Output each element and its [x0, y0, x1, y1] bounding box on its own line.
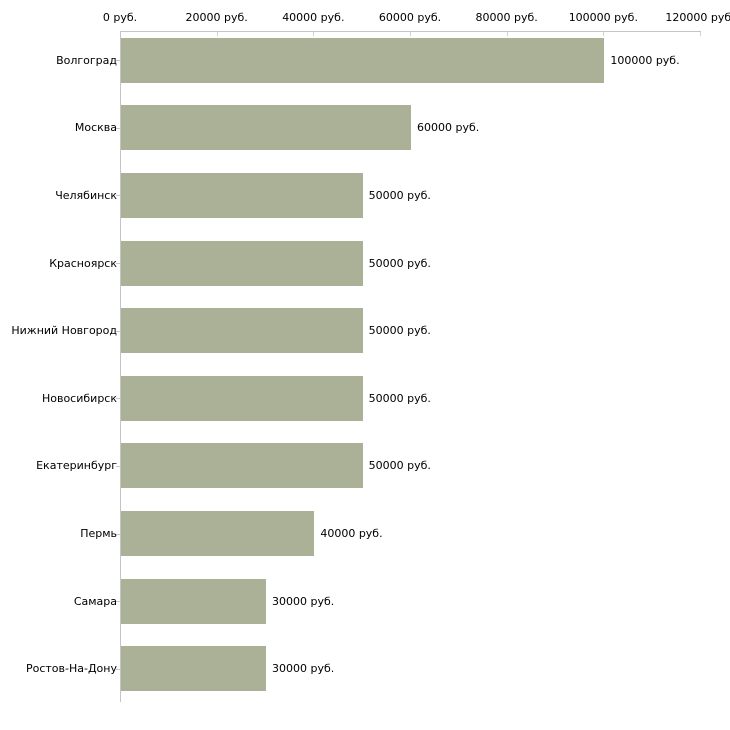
- bar: [121, 511, 315, 557]
- bar: [121, 443, 363, 489]
- value-label: 50000 руб.: [368, 256, 431, 270]
- x-tick-label: 40000 руб.: [282, 11, 345, 24]
- category-label: Москва: [74, 121, 117, 135]
- x-tick-mark: [216, 31, 218, 36]
- category-label: Челябинск: [55, 188, 117, 202]
- x-tick-mark: [603, 31, 605, 36]
- x-tick-label: 20000 руб.: [185, 11, 248, 24]
- bar: [121, 37, 605, 83]
- category-tick-mark: [116, 601, 120, 603]
- category-tick-mark: [116, 263, 120, 265]
- bar: [121, 105, 411, 151]
- category-label: Нижний Новгород: [11, 324, 117, 338]
- category-label: Волгоград: [56, 53, 117, 67]
- category-tick-mark: [116, 398, 120, 400]
- value-label: 50000 руб.: [368, 459, 431, 473]
- value-label: 60000 руб.: [417, 121, 480, 135]
- value-label: 30000 руб.: [272, 662, 335, 676]
- category-label: Пермь: [80, 527, 117, 541]
- category-label: Ростов-На-Дону: [25, 662, 117, 676]
- bar: [121, 308, 363, 354]
- y-axis-line: [120, 31, 121, 702]
- bar: [121, 578, 266, 624]
- category-tick-mark: [116, 330, 120, 332]
- x-tick-mark: [410, 31, 411, 36]
- x-tick-label: 60000 руб.: [378, 11, 442, 24]
- value-label: 100000 руб.: [610, 53, 680, 67]
- bar: [121, 172, 363, 218]
- x-tick-label: 0 руб.: [102, 11, 138, 24]
- bar: [121, 646, 266, 692]
- category-label: Красноярск: [49, 256, 117, 270]
- value-label: 50000 руб.: [368, 188, 431, 202]
- x-axis-line: [120, 31, 701, 32]
- x-tick-mark: [313, 31, 315, 36]
- category-tick-mark: [116, 127, 120, 129]
- category-tick-mark: [116, 195, 120, 197]
- x-tick-label: 120000 руб.: [665, 11, 730, 24]
- value-label: 40000 руб.: [320, 527, 383, 541]
- category-tick-mark: [116, 533, 120, 535]
- x-tick-mark: [506, 31, 508, 36]
- value-label: 50000 руб.: [368, 391, 431, 405]
- x-tick-label: 80000 руб.: [475, 11, 538, 24]
- category-label: Екатеринбург: [36, 459, 117, 473]
- value-label: 50000 руб.: [368, 324, 431, 338]
- category-label: Новосибирск: [41, 391, 117, 405]
- category-label: Самара: [73, 594, 117, 608]
- x-tick-label: 100000 руб.: [568, 11, 638, 24]
- bar: [121, 240, 363, 286]
- category-tick-mark: [116, 668, 120, 670]
- bar: [121, 375, 363, 421]
- category-tick-mark: [116, 465, 120, 467]
- category-tick-mark: [116, 60, 120, 62]
- x-tick-mark: [700, 31, 701, 36]
- value-label: 30000 руб.: [272, 594, 335, 608]
